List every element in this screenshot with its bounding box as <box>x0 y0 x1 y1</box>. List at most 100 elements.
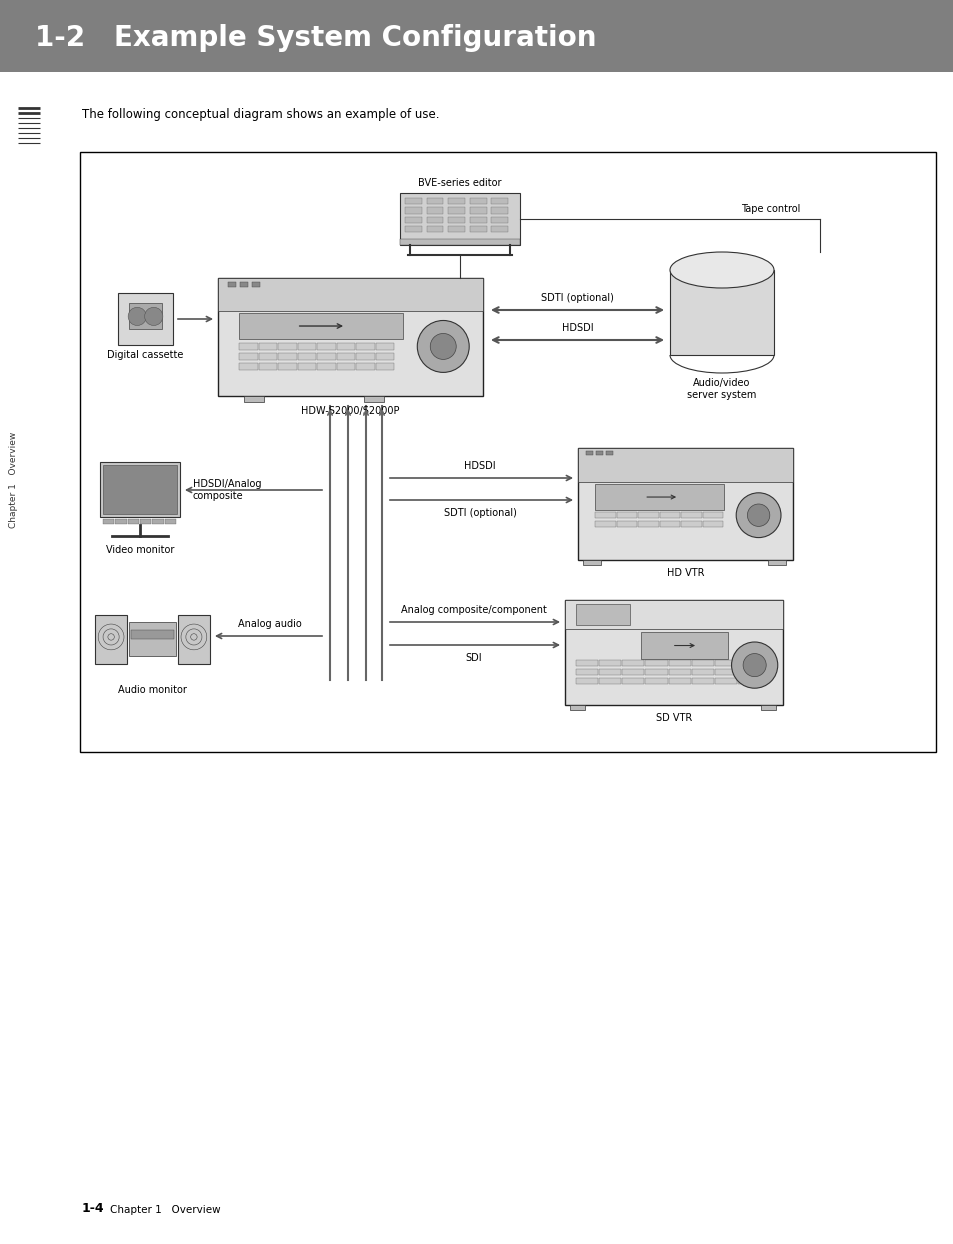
Bar <box>702 521 722 527</box>
Bar <box>714 678 737 684</box>
Bar <box>317 363 335 369</box>
Text: 1-4: 1-4 <box>82 1202 105 1215</box>
Bar <box>405 208 421 214</box>
Bar <box>578 448 792 481</box>
Text: Audio monitor: Audio monitor <box>118 685 187 695</box>
Bar <box>258 353 277 360</box>
Bar <box>668 678 690 684</box>
Circle shape <box>736 493 781 537</box>
Bar <box>448 198 464 204</box>
Bar <box>297 353 315 360</box>
Bar <box>355 363 375 369</box>
Bar <box>578 448 792 560</box>
Bar <box>564 600 782 705</box>
Bar <box>469 226 486 233</box>
Text: HDSDI: HDSDI <box>464 462 496 471</box>
Bar <box>691 659 713 666</box>
Bar <box>129 622 175 657</box>
Bar <box>317 353 335 360</box>
Bar <box>405 216 421 223</box>
Bar <box>115 519 127 524</box>
Bar <box>638 521 658 527</box>
Bar <box>680 513 701 519</box>
Bar <box>426 226 443 233</box>
Text: BVE-series editor: BVE-series editor <box>417 178 501 188</box>
Bar <box>576 669 598 674</box>
Bar <box>738 678 760 684</box>
Bar <box>659 521 679 527</box>
Bar <box>595 484 723 510</box>
Bar <box>405 198 421 204</box>
Bar <box>691 669 713 674</box>
Bar <box>564 600 782 629</box>
Bar <box>598 669 620 674</box>
Text: 1-2   Example System Configuration: 1-2 Example System Configuration <box>35 24 596 52</box>
Bar <box>375 343 394 350</box>
Bar <box>0 0 953 72</box>
Bar <box>103 519 114 524</box>
Ellipse shape <box>669 253 773 289</box>
Bar <box>616 521 637 527</box>
Circle shape <box>742 653 765 677</box>
Text: SD VTR: SD VTR <box>655 713 691 723</box>
Text: Video monitor: Video monitor <box>106 545 174 555</box>
Bar <box>491 226 508 233</box>
Bar <box>738 669 760 674</box>
Bar <box>616 513 637 519</box>
Bar <box>132 629 173 639</box>
Bar <box>469 198 486 204</box>
Text: SDI: SDI <box>465 653 481 663</box>
Bar <box>297 343 315 350</box>
Bar <box>103 465 177 514</box>
Bar <box>595 521 615 527</box>
Bar <box>278 353 296 360</box>
Text: Analog audio: Analog audio <box>238 620 301 629</box>
Bar <box>645 659 667 666</box>
Bar <box>244 396 264 402</box>
Bar <box>605 452 613 455</box>
Bar <box>240 282 248 287</box>
Bar <box>448 216 464 223</box>
Bar <box>738 659 760 666</box>
Text: Tape control: Tape control <box>740 204 800 214</box>
Bar <box>355 353 375 360</box>
Bar <box>152 519 164 524</box>
Text: SDTI (optional): SDTI (optional) <box>443 508 516 518</box>
Text: HDSDI/Analog
composite: HDSDI/Analog composite <box>193 479 261 501</box>
Bar <box>598 678 620 684</box>
Bar <box>336 343 355 350</box>
Bar <box>638 513 658 519</box>
Bar <box>297 363 315 369</box>
Circle shape <box>430 333 456 360</box>
Bar <box>336 353 355 360</box>
Bar <box>375 353 394 360</box>
Bar <box>576 605 630 624</box>
Circle shape <box>746 504 769 526</box>
Bar <box>258 343 277 350</box>
Bar <box>659 513 679 519</box>
Bar <box>399 239 519 245</box>
Bar <box>317 343 335 350</box>
Bar <box>336 363 355 369</box>
Bar <box>598 659 620 666</box>
Text: Chapter 1   Overview: Chapter 1 Overview <box>110 1205 220 1215</box>
Bar <box>448 208 464 214</box>
Text: HDSDI: HDSDI <box>561 323 593 333</box>
Circle shape <box>416 321 469 372</box>
Bar <box>645 678 667 684</box>
Bar <box>80 152 935 753</box>
Bar <box>252 282 260 287</box>
Bar <box>680 521 701 527</box>
Bar <box>177 615 210 664</box>
Bar <box>239 313 403 340</box>
Bar <box>668 669 690 674</box>
Bar <box>469 208 486 214</box>
Bar <box>399 193 519 245</box>
Bar <box>95 615 127 664</box>
Bar <box>469 216 486 223</box>
Text: Chapter 1   Overview: Chapter 1 Overview <box>10 432 18 529</box>
Bar <box>375 363 394 369</box>
Bar <box>405 226 421 233</box>
Bar <box>278 343 296 350</box>
Bar <box>621 678 643 684</box>
